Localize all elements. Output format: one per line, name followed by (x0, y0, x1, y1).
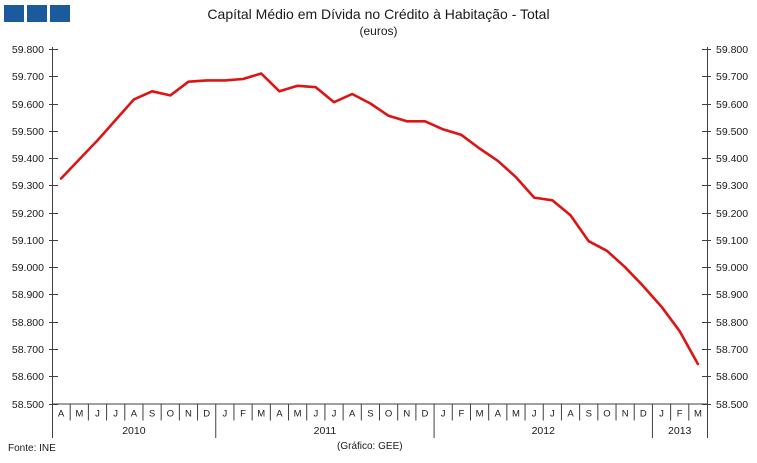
y-tick-label-left: 59.500 (12, 126, 44, 138)
x-axis: A M J J A S O N D J F M A M J J A S O N D J F M A M J J A S O N D J F M2010… (58, 403, 702, 438)
month-label: F (458, 409, 464, 420)
month-label: O (167, 409, 174, 420)
month-label: N (185, 409, 192, 420)
month-label: M (257, 409, 265, 420)
y-axis-left: 59.800 59.700 59.600 59.500 59.400 59.300 59.2… (12, 44, 58, 411)
month-label: A (349, 409, 356, 420)
y-tick-label-right: 59.500 (716, 126, 748, 138)
credit-label: (Gráfico: GEE) (337, 441, 403, 452)
month-label: M (512, 409, 520, 420)
month-label: A (495, 409, 502, 420)
logo-square (50, 5, 70, 22)
y-tick-label-left: 59.200 (12, 208, 44, 220)
year-label: 2012 (532, 425, 556, 437)
y-tick-label-right: 58.800 (716, 317, 748, 329)
month-label: N (403, 409, 410, 420)
month-label: M (294, 409, 302, 420)
y-tick-label-right: 58.700 (716, 344, 748, 356)
y-tick-label-right: 58.900 (716, 289, 748, 301)
month-label: J (95, 409, 100, 420)
month-label: J (313, 409, 318, 420)
month-label: N (622, 409, 629, 420)
chart-title: Capítal Médio em Dívida no Crédito à Hab… (207, 6, 550, 22)
month-label: J (659, 409, 664, 420)
y-tick-label-left: 59.100 (12, 235, 44, 247)
month-label: S (149, 409, 155, 420)
logo-square (27, 5, 47, 22)
axes (52, 47, 708, 438)
month-label: A (58, 409, 65, 420)
y-tick-label-right: 59.100 (716, 235, 748, 247)
y-axis-right: 59.800 59.700 59.600 59.500 59.400 59.300 59.2… (702, 44, 748, 411)
y-tick-label-left: 59.800 (12, 44, 44, 56)
y-tick-label-left: 58.900 (12, 289, 44, 301)
month-label: J (441, 409, 446, 420)
month-label: J (332, 409, 337, 420)
y-tick-label-left: 59.300 (12, 180, 44, 192)
y-tick-label-left: 59.600 (12, 99, 44, 111)
year-label: 2011 (314, 425, 337, 437)
month-label: J (550, 409, 555, 420)
y-tick-label-right: 59.600 (716, 99, 748, 111)
y-tick-label-left: 59.000 (12, 262, 44, 274)
logo (4, 5, 70, 22)
month-label: M (476, 409, 484, 420)
month-label: A (276, 409, 283, 420)
y-tick-label-left: 59.400 (12, 153, 44, 165)
y-tick-label-right: 59.200 (716, 208, 748, 220)
y-tick-label-left: 58.800 (12, 317, 44, 329)
month-label: S (586, 409, 592, 420)
month-label: A (567, 409, 574, 420)
year-label: 2013 (668, 425, 692, 437)
y-tick-label-left: 58.600 (12, 371, 44, 383)
month-label: D (203, 409, 210, 420)
y-tick-label-right: 58.600 (716, 371, 748, 383)
logo-square (4, 5, 24, 22)
month-label: J (222, 409, 227, 420)
month-label: F (677, 409, 683, 420)
month-label: M (75, 409, 83, 420)
month-label: D (640, 409, 647, 420)
y-tick-label-left: 58.500 (12, 399, 44, 411)
y-tick-label-right: 59.400 (716, 153, 748, 165)
month-label: O (385, 409, 392, 420)
month-label: O (603, 409, 610, 420)
source-label: Fonte: INE (8, 443, 56, 454)
month-label: M (694, 409, 702, 420)
y-tick-label-right: 59.800 (716, 44, 748, 56)
y-tick-label-right: 59.000 (716, 262, 748, 274)
month-label: J (532, 409, 537, 420)
y-tick-label-left: 58.700 (12, 344, 44, 356)
month-label: F (240, 409, 246, 420)
y-tick-label-right: 59.700 (716, 71, 748, 83)
month-label: A (131, 409, 138, 420)
month-label: J (113, 409, 118, 420)
month-label: S (367, 409, 373, 420)
chart-subtitle: (euros) (359, 24, 398, 38)
data-line (59, 72, 700, 366)
month-label: D (422, 409, 429, 420)
y-tick-label-right: 58.500 (716, 399, 748, 411)
y-tick-label-left: 59.700 (12, 71, 44, 83)
y-tick-label-right: 59.300 (716, 180, 748, 192)
year-label: 2010 (122, 425, 146, 437)
